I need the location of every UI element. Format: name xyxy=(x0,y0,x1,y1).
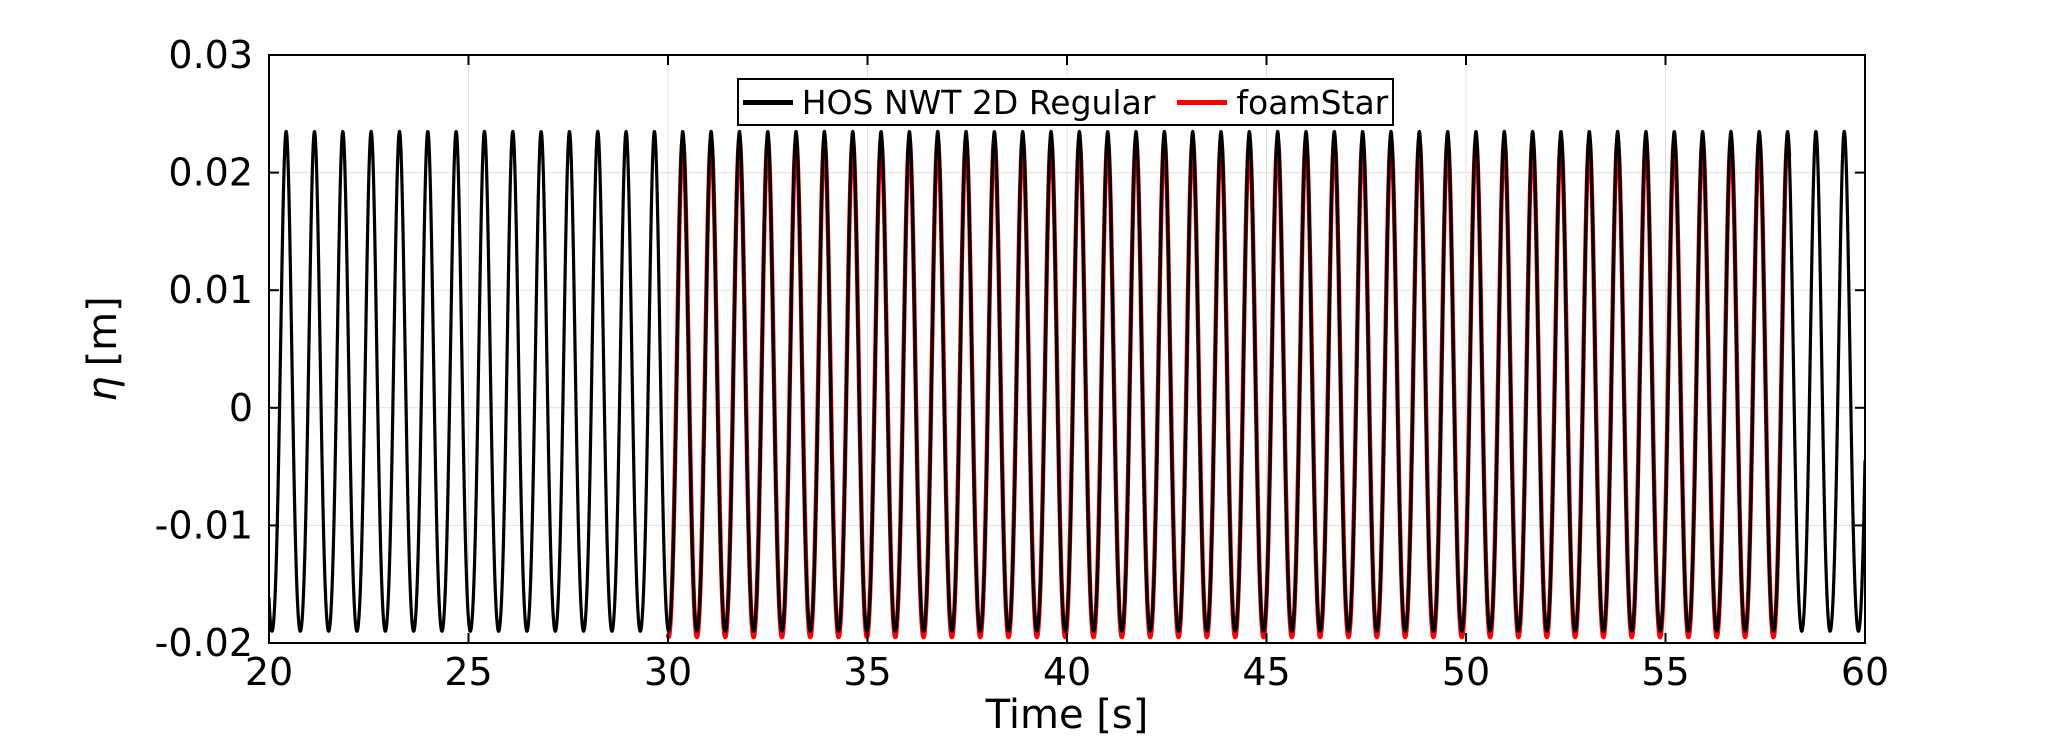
series-line-hos-nwt-2d-regular xyxy=(269,129,1865,633)
series-group xyxy=(269,129,1865,640)
x-tick-label: 30 xyxy=(644,650,692,694)
y-tick-label: -0.02 xyxy=(155,621,253,665)
legend-entry-hos-nwt: HOS NWT 2D Regular xyxy=(742,82,1156,122)
x-tick-label: 60 xyxy=(1841,650,1889,694)
x-tick-label: 25 xyxy=(444,650,492,694)
x-tick-label: 45 xyxy=(1242,650,1290,694)
y-axis-label-unit: [m] xyxy=(80,296,126,367)
y-tick-label: 0.02 xyxy=(168,151,253,195)
x-tick-label: 40 xyxy=(1043,650,1091,694)
legend-entry-foamstar: foamStar xyxy=(1177,83,1388,122)
legend-swatch-foamstar xyxy=(1177,99,1228,105)
legend-label-hos-nwt: HOS NWT 2D Regular xyxy=(801,82,1156,122)
x-tick-label: 55 xyxy=(1641,650,1689,694)
legend: HOS NWT 2D Regular foamStar xyxy=(737,78,1394,126)
x-tick-label: 20 xyxy=(245,650,293,694)
y-axis-label-symbol: η xyxy=(80,376,126,402)
y-tick-label: 0 xyxy=(229,386,253,430)
y-tick-label: 0.01 xyxy=(168,268,253,312)
x-tick-label: 50 xyxy=(1442,650,1490,694)
x-tick-label: 35 xyxy=(843,650,891,694)
y-tick-label: -0.01 xyxy=(155,503,253,547)
legend-swatch-hos-nwt xyxy=(742,99,793,105)
y-axis-label: η [m] xyxy=(80,199,126,499)
y-tick-label: 0.03 xyxy=(168,33,253,77)
x-axis-label: Time [s] xyxy=(985,692,1149,738)
legend-label-foamstar: foamStar xyxy=(1236,82,1389,122)
